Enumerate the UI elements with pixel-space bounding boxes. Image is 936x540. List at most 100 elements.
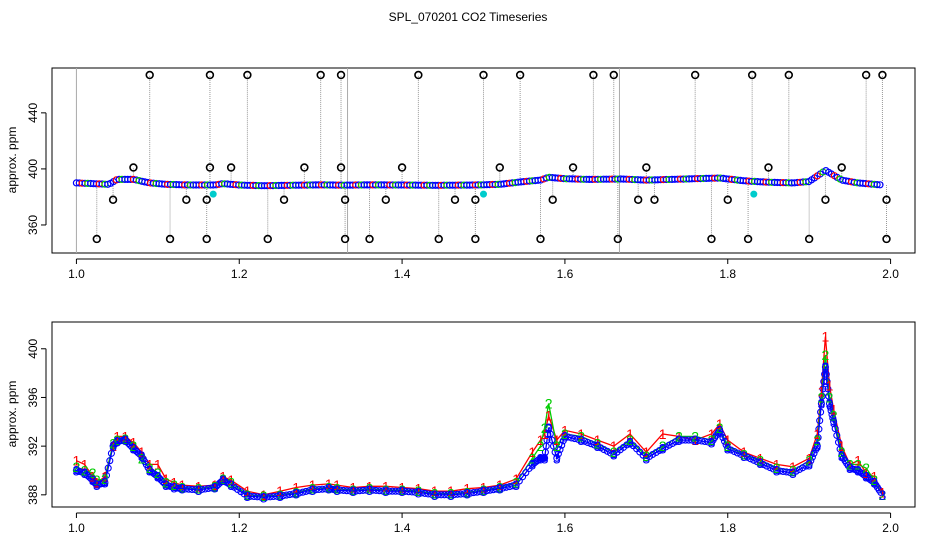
top-outlier-point <box>882 195 891 204</box>
top-outlier-point <box>633 195 643 204</box>
bottom-series-marker-1: 1 <box>838 438 846 454</box>
bottom-series-marker-3: 3 <box>553 450 561 466</box>
bottom-series-marker-1: 1 <box>178 477 186 493</box>
bottom-series-marker-3: 3 <box>333 482 341 498</box>
bottom-series-marker-1: 1 <box>541 426 549 442</box>
top-outlier-point <box>804 234 814 244</box>
bottom-point-3 <box>701 437 709 446</box>
bottom-point-3 <box>724 445 732 453</box>
bottom-point-3 <box>779 467 787 476</box>
bottom-point-3 <box>198 485 206 494</box>
top-outlier-point <box>205 163 215 172</box>
bottom-series-marker-3: 3 <box>740 448 748 464</box>
top-outlier-point <box>707 234 716 244</box>
bottom-series-marker-3: 3 <box>716 422 724 438</box>
bottom-panel: 1 111 111 1 111 11 1 1 1 11 11 1 1 1 1 1 1 1 1 1 1 1 1 1 1 1 1 1111… <box>5 321 916 535</box>
bottom-plot-frame <box>51 321 916 508</box>
bottom-series-marker-2: 2 <box>708 432 716 448</box>
bottom-series-marker-2: 2 <box>73 459 81 475</box>
bottom-point-3 <box>411 488 419 496</box>
top-outlier-point <box>182 195 191 204</box>
top-outlier-point <box>340 195 350 204</box>
bottom-point-3 <box>816 417 824 425</box>
bottom-series-marker-2: 2 <box>366 481 374 497</box>
top-outlier-point <box>243 70 252 80</box>
bottom-series-marker-3: 3 <box>447 487 455 503</box>
top-panel: 1.0 1.2 1.4 1.6 1.8 2.0 360 400 440 approx. ppm <box>5 67 916 281</box>
top-outlier-point <box>226 163 236 172</box>
bottom-x-tick-label: 1.0 <box>68 521 85 535</box>
bottom-point-3 <box>877 488 885 496</box>
bottom-series-marker-3: 3 <box>113 433 121 449</box>
bottom-series-marker-3: 3 <box>219 472 227 488</box>
bottom-series-marker-3: 3 <box>594 438 602 454</box>
top-outlier-point <box>202 195 211 204</box>
bottom-series-marker-2: 2 <box>813 432 821 448</box>
bottom-point-3 <box>766 464 774 472</box>
bottom-series-marker-2: 2 <box>716 420 724 436</box>
top-outlier-point <box>129 163 138 172</box>
bottom-point-3 <box>470 489 478 497</box>
bottom-series-marker-1: 1 <box>121 428 129 444</box>
bottom-point-3 <box>418 489 426 497</box>
bottom-point-3 <box>812 446 820 454</box>
bottom-series-marker-3: 3 <box>463 486 471 502</box>
bottom-series-marker-2: 2 <box>724 438 732 454</box>
bottom-point-3 <box>473 488 481 496</box>
top-flag-point <box>750 190 758 198</box>
bottom-series-marker-2: 2 <box>691 428 699 444</box>
bottom-series-marker-3: 3 <box>813 438 821 454</box>
bottom-series-marker-3: 3 <box>541 450 549 466</box>
bottom-point-3 <box>720 437 729 445</box>
bottom-series-marker-1: 1 <box>577 426 585 442</box>
bottom-series-marker-2: 2 <box>162 475 170 491</box>
bottom-series-marker-1: 1 <box>415 481 423 497</box>
bottom-series-marker-3: 3 <box>854 463 862 479</box>
bottom-series-marker-1: 1 <box>146 456 154 472</box>
bottom-point-3 <box>580 437 589 445</box>
bottom-series-marker-1: 1 <box>826 377 834 393</box>
bottom-point-3 <box>496 485 504 493</box>
bottom-series-marker-3: 3 <box>818 396 826 412</box>
bottom-point-3 <box>91 479 99 487</box>
bottom-series-marker-2: 2 <box>830 408 838 424</box>
bottom-series-marker-3: 3 <box>789 465 797 481</box>
bottom-point-3 <box>483 487 491 495</box>
top-x-tick-label: 1.2 <box>231 267 248 281</box>
bottom-series-marker-3: 3 <box>73 463 81 479</box>
bottom-series-marker-2: 2 <box>130 438 138 454</box>
bottom-series-marker-2: 2 <box>838 444 846 460</box>
top-outlier-point <box>336 70 346 80</box>
bottom-series: 1 111 111 1 111 11 1 1 1 11 11 1 1 1 1 1 1 1 1 1 1 1 1 1 1 1 1 1111… <box>73 329 887 506</box>
top-outlier-point <box>340 234 350 244</box>
top-outlier-point <box>837 163 846 172</box>
bottom-series-marker-1: 1 <box>822 329 830 345</box>
bottom-series-marker-2: 2 <box>260 488 268 504</box>
bottom-series-marker-1: 1 <box>333 477 341 493</box>
bottom-series-marker-2: 2 <box>740 447 748 463</box>
bottom-series-marker-1: 1 <box>813 426 821 442</box>
bottom-series-marker-2: 2 <box>81 463 89 479</box>
bottom-point-3 <box>824 385 832 393</box>
top-outlier-point <box>414 70 423 80</box>
bottom-y-tick-label: 400 <box>26 338 40 358</box>
bottom-series-marker-2: 2 <box>846 456 854 472</box>
bottom-series-marker-2: 2 <box>528 450 536 466</box>
bottom-point-3 <box>831 425 839 433</box>
bottom-series-marker-3: 3 <box>496 481 504 497</box>
bottom-series-marker-2: 2 <box>333 481 341 497</box>
bottom-point-3 <box>733 449 742 457</box>
bottom-series-marker-1: 1 <box>89 469 97 485</box>
bottom-series-marker-3: 3 <box>577 432 585 448</box>
bottom-point-3 <box>808 453 816 461</box>
top-outlier-point <box>434 234 443 244</box>
bottom-point-3 <box>356 487 364 495</box>
top-outlier-point <box>568 163 578 172</box>
top-x-tick-label: 1.0 <box>68 267 85 281</box>
top-outlier-point <box>784 70 794 80</box>
bottom-y-tick-label: 392 <box>26 436 40 456</box>
bottom-point-3 <box>817 399 825 408</box>
top-y-tick-label: 360 <box>26 215 40 235</box>
bottom-series-marker-1: 1 <box>219 469 227 485</box>
bottom-series-marker-2: 2 <box>553 438 561 454</box>
